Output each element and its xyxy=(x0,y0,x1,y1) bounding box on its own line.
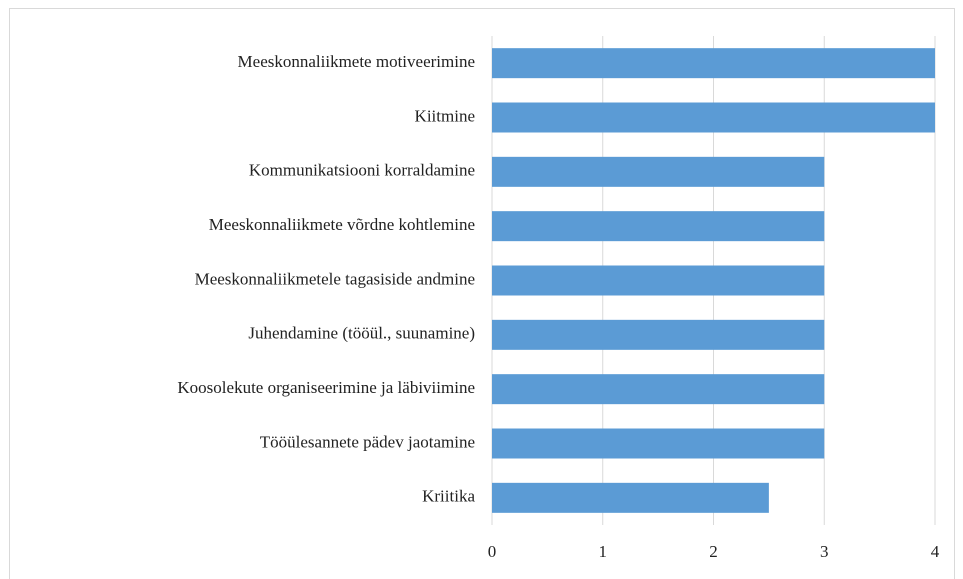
x-tick-label: 2 xyxy=(709,542,718,561)
x-tick-label: 3 xyxy=(820,542,829,561)
bar xyxy=(492,482,769,513)
bar xyxy=(492,48,935,79)
y-tick-label: Meeskonnaliikmetele tagasiside andmine xyxy=(195,269,475,288)
chart-border xyxy=(9,8,955,579)
y-tick-label: Kommunikatsiooni korraldamine xyxy=(249,161,475,180)
bar xyxy=(492,319,825,350)
bar xyxy=(492,428,825,459)
y-tick-label: Meeskonnaliikmete võrdne kohtlemine xyxy=(209,215,475,234)
bar xyxy=(492,374,825,405)
bar xyxy=(492,156,825,187)
y-tick-label: Tööülesannete pädev jaotamine xyxy=(260,432,475,451)
y-tick-label: Kriitika xyxy=(422,487,475,506)
y-tick-label: Koosolekute organiseerimine ja läbiviimi… xyxy=(177,378,475,397)
x-tick-label: 1 xyxy=(599,542,608,561)
x-tick-label: 4 xyxy=(931,542,940,561)
y-tick-label: Meeskonnaliikmete motiveerimine xyxy=(238,52,475,71)
y-tick-label: Kiitmine xyxy=(415,106,475,125)
bar xyxy=(492,211,825,242)
x-tick-label: 0 xyxy=(488,542,497,561)
bar xyxy=(492,265,825,296)
bar xyxy=(492,102,935,133)
y-tick-label: Juhendamine (tööül., suunamine) xyxy=(248,324,475,343)
